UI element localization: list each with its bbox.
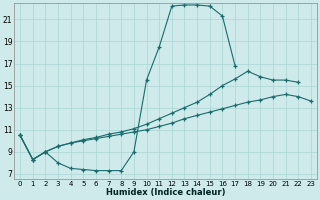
X-axis label: Humidex (Indice chaleur): Humidex (Indice chaleur): [106, 188, 225, 197]
